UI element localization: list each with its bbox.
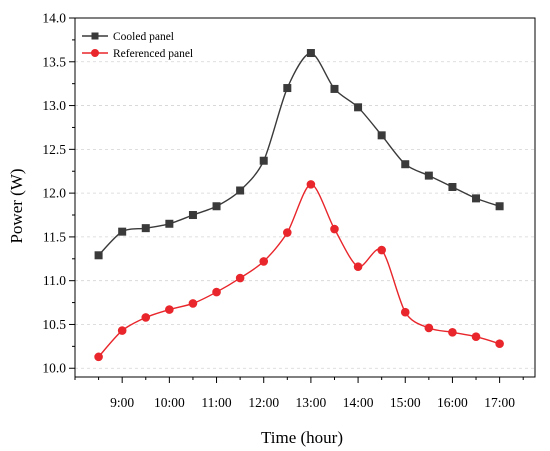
legend: Cooled panel Referenced panel — [82, 31, 193, 60]
data-point — [141, 313, 151, 322]
data-point — [401, 160, 410, 169]
y-tick-label: 12.5 — [42, 142, 66, 157]
y-tick-label: 11.5 — [43, 229, 66, 244]
x-tick-label: 15:00 — [390, 395, 421, 410]
data-point — [283, 84, 292, 93]
x-tick-label: 16:00 — [437, 395, 468, 410]
data-point — [424, 323, 434, 333]
y-tick-label: 10.5 — [42, 317, 66, 332]
y-tick-label: 11.0 — [43, 273, 66, 288]
series-layer — [94, 49, 504, 362]
data-point — [283, 228, 292, 237]
data-point — [471, 332, 481, 342]
y-tick-label: 13.0 — [42, 98, 66, 113]
data-point — [165, 305, 174, 314]
data-point — [330, 224, 339, 234]
x-tick-label: 17:00 — [484, 395, 515, 410]
series-referenced-panel — [94, 180, 504, 362]
data-point — [330, 84, 339, 93]
series-line — [98, 183, 500, 358]
x-tick-label: 9:00 — [110, 395, 134, 410]
x-tick-label: 13:00 — [296, 395, 327, 410]
data-point — [94, 352, 103, 362]
axes: 10.0 10.5 11.0 11.5 12.0 12.5 13.0 13.5 14.0 9:00… — [42, 11, 536, 410]
data-point — [259, 156, 268, 165]
data-point — [188, 299, 198, 308]
data-point — [94, 251, 103, 260]
data-point — [212, 287, 221, 297]
data-point — [188, 211, 197, 220]
data-point — [165, 219, 174, 228]
data-point — [236, 186, 245, 195]
x-tick-label: 10:00 — [154, 395, 185, 410]
data-point — [212, 202, 221, 211]
x-axis-title: Time (hour) — [261, 428, 343, 447]
y-tick-label: 14.0 — [42, 11, 66, 26]
data-point — [377, 245, 386, 255]
data-point — [472, 194, 481, 203]
y-tick-label: 12.0 — [42, 186, 66, 201]
data-point — [377, 131, 386, 140]
legend-marker — [91, 32, 99, 40]
data-point — [353, 262, 363, 271]
data-point — [448, 328, 457, 337]
legend-label: Cooled panel — [113, 31, 174, 43]
data-point — [424, 171, 433, 180]
legend-item: Cooled panel — [82, 31, 174, 43]
plot-frame — [74, 17, 536, 378]
series-line — [98, 52, 500, 256]
x-tick-label: 12:00 — [248, 395, 279, 410]
y-tick-label: 10.0 — [42, 361, 66, 376]
x-tick-label: 11:00 — [201, 395, 231, 410]
data-point — [495, 339, 504, 349]
data-point — [354, 103, 363, 112]
data-point — [306, 49, 315, 58]
data-point — [306, 180, 316, 189]
data-point — [259, 257, 269, 266]
legend-label: Referenced panel — [113, 48, 193, 60]
data-point — [495, 202, 504, 211]
data-point — [400, 307, 410, 317]
data-point — [141, 224, 150, 233]
data-point — [448, 182, 457, 191]
data-point — [118, 227, 127, 236]
x-tick-label: 14:00 — [343, 395, 374, 410]
series-cooled-panel — [94, 49, 504, 260]
data-point — [235, 273, 245, 283]
legend-marker — [91, 49, 99, 57]
data-point — [117, 326, 127, 335]
legend-item: Referenced panel — [82, 48, 193, 60]
y-axis-title: Power (W) — [7, 168, 26, 243]
y-tick-label: 13.5 — [42, 54, 66, 69]
